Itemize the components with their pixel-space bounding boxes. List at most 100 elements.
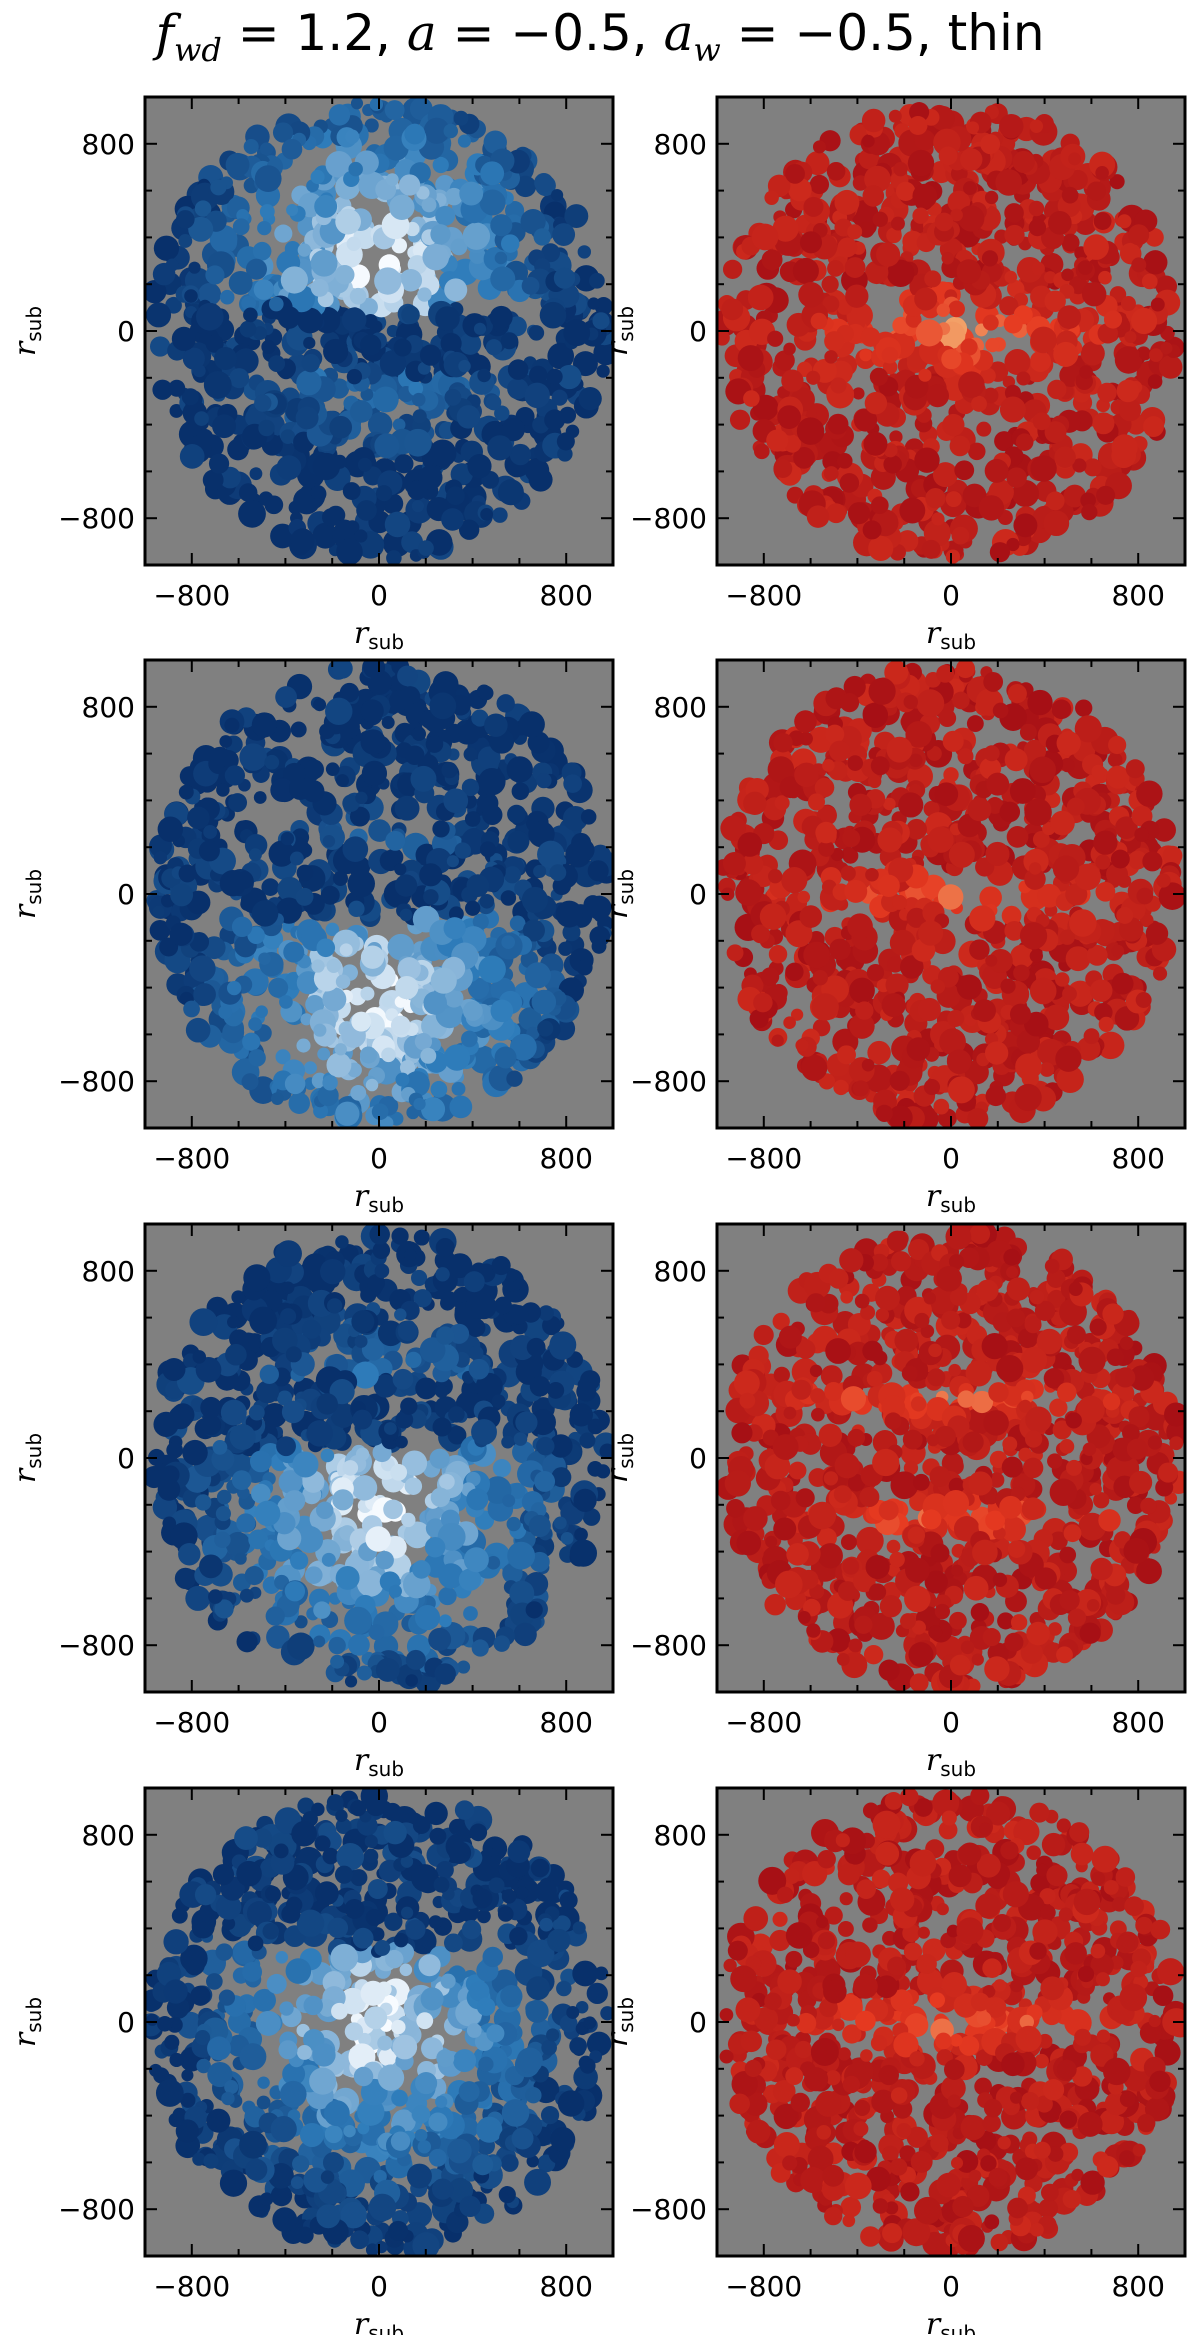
heatmap-cell [264,754,280,770]
heatmap-cell [1052,855,1080,882]
heatmap-cell [462,1001,483,1021]
heatmap-cell [199,1554,223,1579]
heatmap-cell [863,431,888,456]
heatmap-cell [557,446,573,462]
y-tick-label: 0 [689,878,707,911]
heatmap-cell [903,1460,919,1476]
heatmap-cell [859,348,872,362]
heatmap-cell [413,1289,432,1308]
heatmap-cell [967,1108,989,1128]
heatmap-cell [270,778,295,803]
heatmap-cell [212,414,237,439]
heatmap-cell [948,300,965,318]
heatmap-cell [463,747,478,762]
heatmap-cell [886,1539,901,1554]
heatmap-cell [303,336,316,350]
heatmap-cell [887,956,904,973]
heatmap-cell [225,1343,247,1366]
axis-ticks [145,1224,613,1692]
heatmap-cell [966,715,984,733]
heatmap-cell [244,1566,264,1586]
x-axis-label: rsub [354,1179,404,1217]
heatmap-cell [383,1499,403,1520]
heatmap-cell [405,1351,422,1368]
heatmap-cell [301,353,320,373]
heatmap-cell [958,371,985,398]
heatmap-cell [434,1663,456,1685]
heatmap-cell [796,417,825,445]
heatmap-cell [359,1046,378,1064]
heatmap-cell [587,860,609,882]
heatmap-cell [384,1422,397,1435]
heatmap-cell [729,409,751,430]
heatmap-cell [389,194,415,221]
heatmap-cell [582,1508,601,1526]
heatmap-cell [278,1470,303,1495]
heatmap-cell [1004,384,1022,401]
heatmap-cell [1147,374,1163,389]
heatmap-cell [923,1079,941,1096]
heatmap-cell [432,156,449,174]
figure-title: fwd = 1.2, a = −0.5, aw = −0.5, thin [155,4,1045,69]
heatmap-cell [939,1028,966,1056]
heatmap-cell [795,1038,809,1052]
heatmap-cell [401,1450,428,1476]
y-axis-label: rsub [8,1433,46,1483]
heatmap-cell [351,1475,378,1501]
heatmap-cell [722,259,743,280]
heatmap-cell [424,1536,446,1558]
heatmap-cell [415,1377,438,1400]
heatmap-cell [375,1550,394,1570]
heatmap-cell [208,1589,223,1604]
heatmap-cell [360,986,375,1001]
heatmap-cell [330,1654,345,1669]
heatmap-cell [808,1468,828,1487]
heatmap-cell [560,1531,574,1545]
heatmap-cell [209,224,238,253]
heatmap-cell [414,1605,441,1631]
heatmap-cell [275,1049,291,1065]
heatmap-cell [434,1384,449,1399]
heatmap-cell [717,329,730,346]
heatmap-cell [983,745,1000,762]
y-tick-label: −800 [58,1065,135,1098]
heatmap-cell [271,1092,284,1105]
heatmap-cell [1091,764,1106,779]
heatmap-cell [995,169,1023,196]
heatmap-cell [459,181,484,206]
heatmap-cell [1007,684,1027,704]
heatmap-cell [280,429,296,444]
heatmap-cell [297,243,311,257]
heatmap-cell [909,753,923,768]
heatmap-cell [1059,929,1075,945]
heatmap-cell [360,729,386,755]
heatmap-cell [242,1032,261,1051]
heatmap-cell [849,1013,875,1039]
heatmap-cell [760,967,780,986]
heatmap-cell [430,967,457,994]
heatmap-cell [1131,257,1147,273]
heatmap-cell [394,863,407,876]
heatmap-cell [236,1631,258,1653]
heatmap-cell [502,1494,516,1508]
heatmap-cell [840,865,856,881]
heatmap-cell [348,161,363,177]
heatmap-cell [956,660,976,679]
heatmap-cell [890,216,905,231]
heatmap-cell [1108,735,1127,755]
heatmap-cell [867,774,882,789]
heatmap-cell [837,237,858,258]
heatmap-cell [224,765,245,786]
heatmap-cell [335,1565,360,1590]
heatmap-cell [737,345,764,372]
heatmap-cell [491,1256,511,1276]
x-tick-label: 800 [539,1142,592,1175]
heatmap-cell [259,1364,279,1384]
heatmap-cell [243,1264,271,1292]
heatmap-cell [468,1345,484,1361]
heatmap-cell [886,227,902,244]
heatmap-cell [877,827,903,853]
heatmap-cell [232,218,250,236]
heatmap-cell [749,1009,769,1029]
